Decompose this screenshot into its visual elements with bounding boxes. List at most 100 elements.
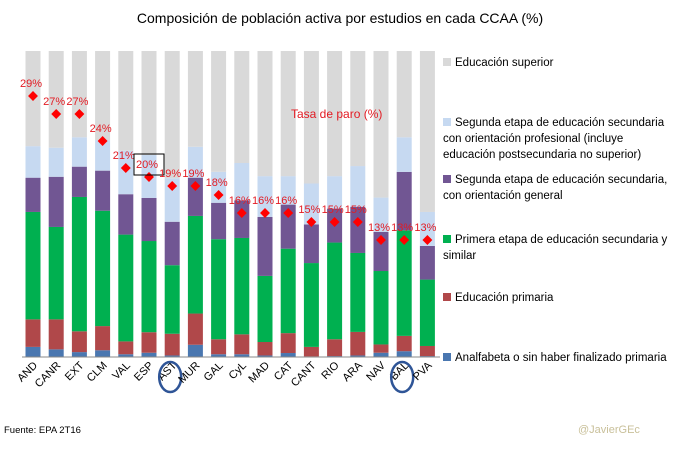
source-note: Fuente: EPA 2T16 bbox=[4, 425, 81, 436]
bar-segment-EXT-4 bbox=[71, 137, 87, 167]
unemployment-marker-CyL bbox=[236, 208, 247, 218]
unemployment-marker-MAD bbox=[260, 208, 270, 218]
unemployment-label-MUR: 19% bbox=[182, 168, 204, 180]
bar-segment-CAT-0 bbox=[280, 353, 296, 357]
bar-segment-MAD-1 bbox=[257, 342, 273, 356]
bar-segment-GAL-5 bbox=[211, 51, 227, 172]
bar-segment-ARA-1 bbox=[350, 331, 366, 356]
unemployment-label-PVA: 13% bbox=[414, 222, 436, 234]
bar-segment-ARA-0 bbox=[350, 355, 366, 357]
bar-segment-AST-4 bbox=[164, 178, 180, 222]
unemployment-marker-CLM bbox=[97, 136, 108, 146]
bar-segment-CANR-2 bbox=[48, 226, 64, 320]
bar-segment-RIO-2 bbox=[327, 242, 343, 340]
bar-segment-CyL-1 bbox=[234, 334, 250, 355]
legend-item: Segunda etapa de educación secundaria, c… bbox=[443, 172, 678, 204]
unemployment-marker-ARA bbox=[352, 217, 363, 227]
bar-segment-NAV-4 bbox=[373, 197, 389, 232]
bar-segment-ESP-5 bbox=[141, 51, 157, 156]
unemployment-marker-VAL bbox=[120, 163, 131, 173]
unemployment-marker-CANT bbox=[306, 217, 317, 227]
legend-item: Primera etapa de educación secundaria y … bbox=[443, 232, 678, 264]
bar-segment-CyL-5 bbox=[234, 51, 250, 163]
bar-segment-PVA-3 bbox=[419, 245, 435, 280]
x-tick-label: CyL bbox=[227, 360, 249, 382]
bar-segment-ESP-3 bbox=[141, 197, 157, 242]
legend-item: Educación superior bbox=[443, 55, 678, 71]
bar-segment-MUR-3 bbox=[187, 177, 203, 216]
bar-segment-CLM-5 bbox=[95, 51, 111, 141]
bar-segment-CAT-5 bbox=[280, 51, 296, 177]
bar-segment-GAL-2 bbox=[211, 239, 227, 340]
bar-segment-AND-3 bbox=[25, 177, 41, 212]
line-series-label: Tasa de paro (%) bbox=[291, 107, 383, 121]
bar-segment-ARA-3 bbox=[350, 206, 366, 253]
bar-segment-CyL-2 bbox=[234, 237, 250, 335]
bar-segment-CLM-3 bbox=[95, 170, 111, 211]
watermark: @JavierGEc bbox=[578, 424, 640, 436]
bar-segment-MUR-0 bbox=[187, 344, 203, 357]
legend-swatch bbox=[443, 175, 451, 183]
bar-segment-BAL-0 bbox=[396, 351, 412, 357]
highlight-circle-AST bbox=[157, 360, 183, 394]
x-tick-label: NAV bbox=[364, 359, 388, 383]
bar-segment-MAD-3 bbox=[257, 216, 273, 276]
bar-segment-VAL-5 bbox=[118, 51, 134, 151]
x-tick-label: PVA bbox=[411, 359, 435, 383]
bar-segment-CANT-2 bbox=[303, 263, 319, 347]
unemployment-label-CyL: 16% bbox=[229, 195, 251, 207]
unemployment-label-VAL: 21% bbox=[113, 150, 135, 162]
bar-segment-VAL-0 bbox=[118, 354, 134, 357]
bar-segment-CLM-1 bbox=[95, 326, 111, 351]
unemployment-label-EXT: 27% bbox=[66, 96, 88, 108]
unemployment-marker-MUR bbox=[190, 181, 201, 191]
bar-segment-CLM-0 bbox=[95, 350, 111, 357]
x-tick-label: CLM bbox=[85, 360, 110, 385]
unemployment-label-ARA: 15% bbox=[345, 204, 367, 216]
x-tick-label: GAL bbox=[202, 360, 226, 384]
bar-segment-CAT-3 bbox=[280, 204, 296, 249]
bar-segment-GAL-3 bbox=[211, 202, 227, 240]
bar-segment-NAV-5 bbox=[373, 51, 389, 198]
legend-swatch bbox=[443, 235, 451, 243]
unemployment-label-ESP: 20% bbox=[136, 159, 158, 171]
bar-segment-CAT-2 bbox=[280, 248, 296, 334]
x-tick-label: CANR bbox=[33, 360, 64, 391]
bar-segment-ARA-4 bbox=[350, 166, 366, 207]
unemployment-label-BAL: 13% bbox=[391, 222, 413, 234]
bar-segment-MUR-5 bbox=[187, 51, 203, 147]
highlight-box-ESP bbox=[133, 153, 165, 176]
bar-segment-ESP-1 bbox=[141, 332, 157, 353]
bar-segment-BAL-3 bbox=[396, 171, 412, 231]
bar-segment-AND-4 bbox=[25, 146, 41, 178]
bar-segment-NAV-0 bbox=[373, 352, 389, 357]
bar-segment-ARA-5 bbox=[350, 51, 366, 167]
bar-segment-MAD-4 bbox=[257, 176, 273, 217]
bar-segment-CyL-3 bbox=[234, 200, 250, 238]
bar-segment-CANT-3 bbox=[303, 224, 319, 264]
bar-segment-CAT-4 bbox=[280, 176, 296, 205]
bar-segment-ESP-2 bbox=[141, 241, 157, 333]
unemployment-marker-CANR bbox=[51, 109, 62, 119]
chart-title: Composición de población activa por estu… bbox=[136, 10, 544, 26]
bar-segment-VAL-1 bbox=[118, 341, 134, 355]
bar-segment-CyL-0 bbox=[234, 354, 250, 357]
unemployment-marker-NAV bbox=[376, 235, 386, 245]
bar-segment-AND-0 bbox=[25, 346, 41, 357]
bar-segment-BAL-2 bbox=[396, 230, 412, 336]
bar-segment-RIO-4 bbox=[327, 176, 343, 209]
bar-segment-EXT-3 bbox=[71, 166, 87, 197]
x-tick-label: CANT bbox=[289, 359, 319, 389]
legend-swatch bbox=[443, 293, 451, 301]
bar-segment-CANR-3 bbox=[48, 176, 64, 227]
bar-segment-GAL-0 bbox=[211, 354, 227, 357]
bar-segment-EXT-0 bbox=[71, 352, 87, 357]
unemployment-markers: 29%27% 27%24%21%20%19% 19%18%16% 16% 16%15% 1… bbox=[20, 78, 437, 245]
bar-segment-CANT-5 bbox=[303, 51, 319, 184]
bar-segment-MUR-4 bbox=[187, 146, 203, 178]
bar-segment-RIO-1 bbox=[327, 339, 343, 357]
bar-segment-ARA-2 bbox=[350, 252, 366, 332]
bar-segment-EXT-1 bbox=[71, 331, 87, 353]
highlight-circle-BAL bbox=[389, 360, 415, 394]
unemployment-marker-GAL bbox=[213, 190, 224, 200]
